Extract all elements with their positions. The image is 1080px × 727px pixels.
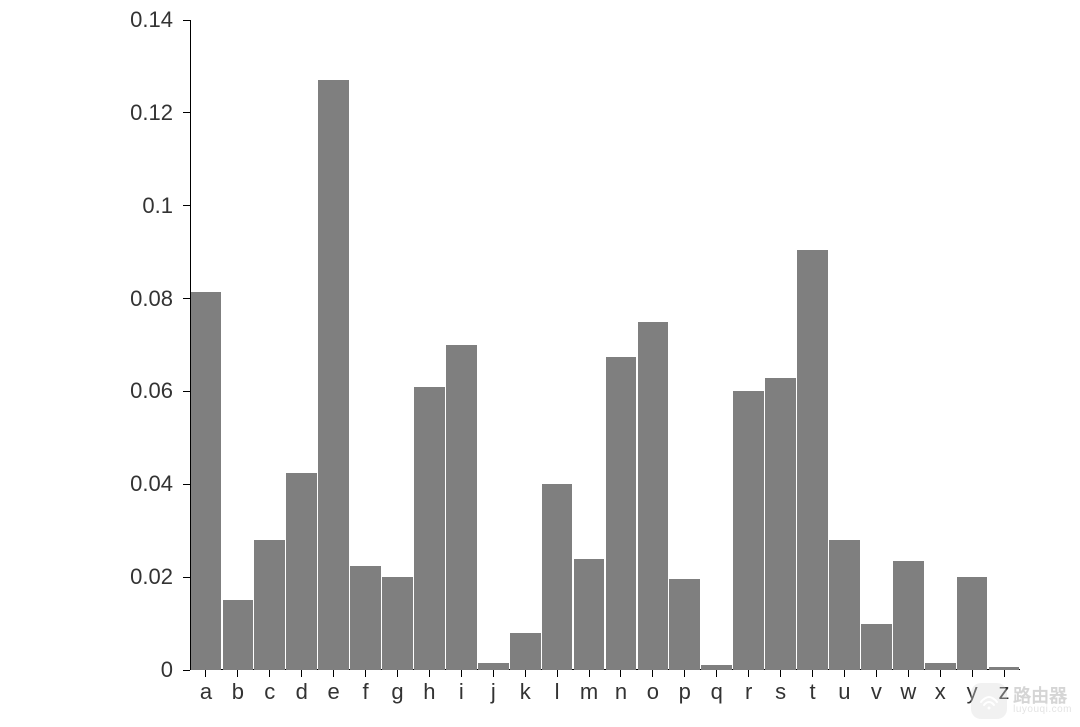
x-tick — [301, 670, 302, 677]
x-tick-label: h — [423, 679, 435, 705]
bar — [574, 559, 605, 670]
bar — [350, 566, 381, 670]
bar — [382, 577, 413, 670]
x-tick-label: p — [679, 679, 691, 705]
x-tick — [652, 670, 653, 677]
x-tick-label: r — [745, 679, 752, 705]
y-tick-label: 0.1 — [103, 193, 173, 219]
bar — [669, 579, 700, 670]
bar — [829, 540, 860, 670]
x-tick — [908, 670, 909, 677]
y-tick — [183, 20, 190, 21]
x-tick-label: i — [459, 679, 464, 705]
x-tick — [589, 670, 590, 677]
y-tick — [183, 577, 190, 578]
y-tick — [183, 205, 190, 206]
x-tick — [237, 670, 238, 677]
bar — [223, 600, 254, 670]
x-tick — [812, 670, 813, 677]
bar — [606, 357, 637, 670]
y-tick-label: 0.14 — [103, 7, 173, 33]
x-tick-label: c — [264, 679, 275, 705]
x-tick — [972, 670, 973, 677]
bar — [765, 378, 796, 671]
x-tick-label: s — [775, 679, 786, 705]
x-tick-label: m — [580, 679, 598, 705]
x-tick — [205, 670, 206, 677]
bar — [893, 561, 924, 670]
y-tick-label: 0.12 — [103, 100, 173, 126]
x-tick-label: b — [232, 679, 244, 705]
y-tick-label: 0 — [103, 657, 173, 683]
x-tick — [876, 670, 877, 677]
x-tick-label: x — [935, 679, 946, 705]
bar — [925, 663, 956, 670]
bar — [733, 391, 764, 670]
x-tick — [620, 670, 621, 677]
x-tick — [557, 670, 558, 677]
x-tick-label: t — [809, 679, 815, 705]
x-tick — [365, 670, 366, 677]
x-tick-label: w — [900, 679, 916, 705]
bar — [191, 292, 222, 670]
y-tick-label: 0.06 — [103, 378, 173, 404]
bar — [414, 387, 445, 670]
bar — [318, 80, 349, 670]
x-tick-label: g — [391, 679, 403, 705]
bar — [446, 345, 477, 670]
watermark-subtitle: luyouqi.com — [1013, 705, 1072, 715]
y-tick — [183, 112, 190, 113]
x-tick-label: z — [999, 679, 1010, 705]
y-tick-label: 0.02 — [103, 564, 173, 590]
letter-frequency-chart: 00.020.040.060.080.10.120.14abcdefghijkl… — [0, 0, 1080, 727]
x-tick-label: q — [711, 679, 723, 705]
y-tick — [183, 484, 190, 485]
x-tick — [333, 670, 334, 677]
x-tick-label: o — [647, 679, 659, 705]
bar — [286, 473, 317, 670]
x-tick-label: u — [838, 679, 850, 705]
y-tick-label: 0.08 — [103, 286, 173, 312]
x-tick-label: l — [555, 679, 560, 705]
x-tick-label: v — [871, 679, 882, 705]
bar — [957, 577, 988, 670]
x-tick-label: y — [967, 679, 978, 705]
watermark-title: 路由器 — [1013, 687, 1072, 705]
y-tick — [183, 391, 190, 392]
bar — [542, 484, 573, 670]
y-tick-label: 0.04 — [103, 471, 173, 497]
x-tick-label: e — [328, 679, 340, 705]
bar — [478, 663, 509, 670]
x-tick-label: d — [296, 679, 308, 705]
x-tick — [940, 670, 941, 677]
x-tick — [397, 670, 398, 677]
x-tick — [429, 670, 430, 677]
x-tick — [684, 670, 685, 677]
x-tick — [525, 670, 526, 677]
x-tick-label: k — [520, 679, 531, 705]
bar — [861, 624, 892, 670]
x-tick — [844, 670, 845, 677]
x-tick — [748, 670, 749, 677]
x-tick — [1004, 670, 1005, 677]
x-tick — [269, 670, 270, 677]
y-tick — [183, 670, 190, 671]
bar — [254, 540, 285, 670]
x-tick-label: a — [200, 679, 212, 705]
bar — [797, 250, 828, 670]
bar — [638, 322, 669, 670]
x-tick-label: n — [615, 679, 627, 705]
bar — [510, 633, 541, 670]
watermark: 路由器 luyouqi.com — [971, 683, 1072, 719]
y-tick — [183, 298, 190, 299]
x-tick — [461, 670, 462, 677]
x-tick — [493, 670, 494, 677]
x-tick — [716, 670, 717, 677]
x-tick-label: f — [363, 679, 369, 705]
plot-area: 00.020.040.060.080.10.120.14abcdefghijkl… — [190, 20, 1020, 670]
x-tick-label: j — [491, 679, 496, 705]
x-tick — [780, 670, 781, 677]
